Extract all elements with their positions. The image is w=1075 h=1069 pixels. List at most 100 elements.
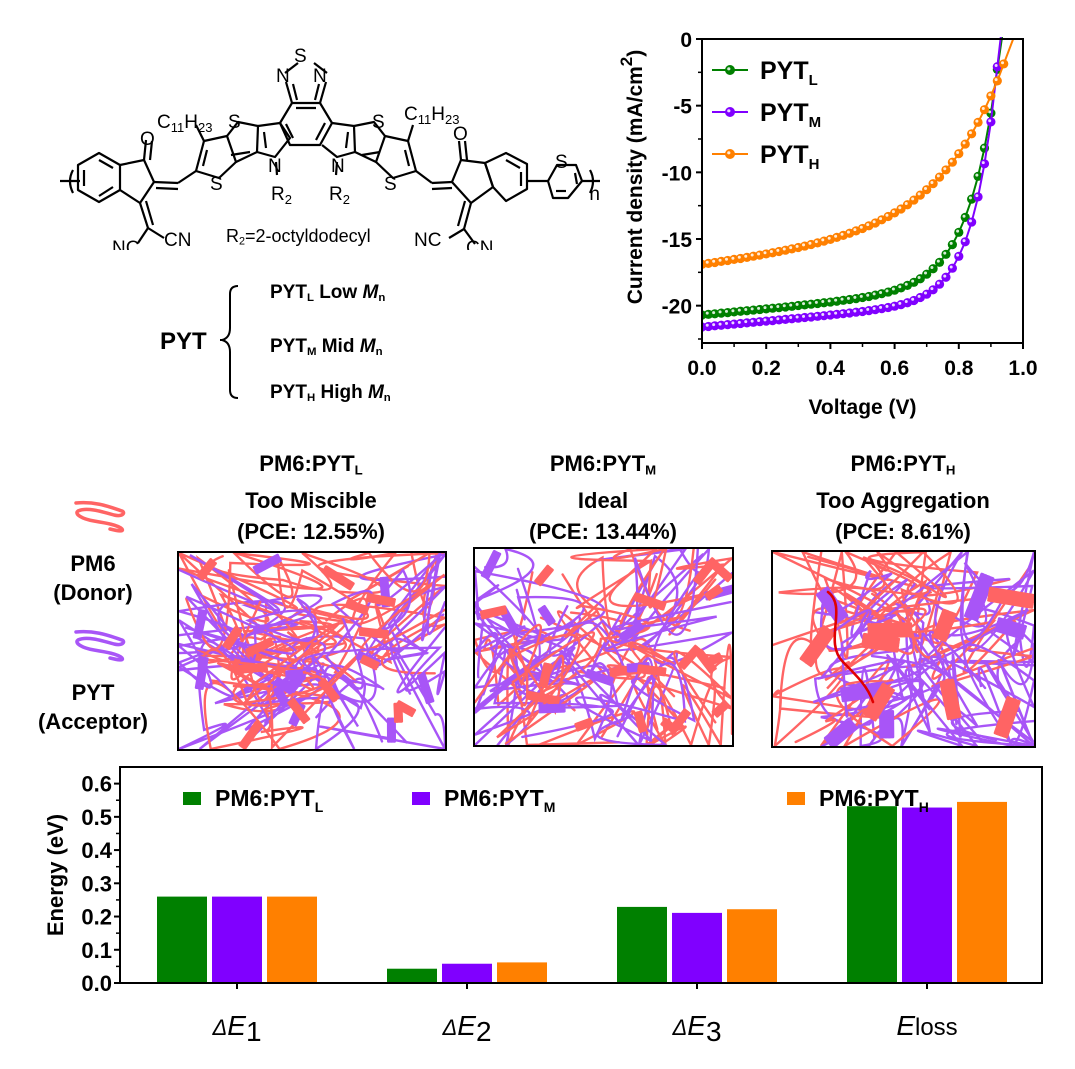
panel-blend: PM6:PYTH [770, 448, 1036, 485]
data-point [986, 117, 996, 127]
data-point-highlight [956, 229, 960, 233]
blend-sub: H [945, 462, 956, 478]
pm6-domain [863, 682, 895, 722]
data-point [915, 274, 925, 284]
pm6-domain [660, 717, 680, 735]
r2-right: R2 [329, 184, 350, 207]
bar-H-2 [727, 909, 777, 983]
legend-swatch [412, 792, 430, 805]
legend-marker-highlight [727, 151, 731, 155]
data-point-highlight [846, 230, 850, 234]
data-point [947, 240, 957, 250]
pyt-domain [994, 617, 1027, 640]
data-point-highlight [846, 296, 850, 300]
data-point-highlight [718, 310, 722, 314]
legend-role: (Donor) [53, 580, 133, 605]
data-point-highlight [757, 318, 761, 322]
y-axis-label-sup: 2 [617, 57, 636, 66]
pyt-domain [252, 553, 282, 575]
pyt-chain [548, 547, 699, 657]
pyt-domain [417, 672, 435, 705]
pyt-chain [840, 614, 946, 718]
panel-desc: Ideal [577, 488, 629, 514]
pm6-legend-icon [74, 500, 126, 533]
pm6-domain [538, 662, 553, 689]
pyt-domain [537, 605, 556, 626]
data-point-highlight [898, 301, 902, 305]
data-point-highlight [924, 186, 927, 190]
data-point-highlight [943, 251, 947, 255]
pm6-chain [472, 571, 558, 708]
pyt-chain [177, 583, 298, 670]
pyt-domain [480, 549, 502, 580]
pm6-domain [939, 678, 962, 721]
data-point-highlight [956, 253, 960, 257]
data-point-highlight [872, 306, 876, 310]
data-point-highlight [898, 206, 902, 210]
pm6-domain [394, 700, 417, 717]
series-L [702, 37, 1004, 320]
y-tick-label: 0.1 [81, 938, 112, 963]
data-point-highlight [737, 320, 741, 324]
data-point-highlight [705, 260, 709, 264]
panel-desc: Too Miscible [245, 488, 377, 514]
data-point-highlight [859, 308, 863, 312]
data-point-highlight [776, 304, 780, 308]
data-point-highlight [757, 252, 761, 256]
data-point-highlight [712, 323, 716, 327]
category-main: E [227, 1010, 246, 1041]
pm6-chain [606, 616, 733, 710]
legend-name: PYT [71, 680, 115, 705]
pyt-domain [379, 576, 391, 608]
morphology-panel-mid [471, 545, 737, 750]
y-tick-label: -5 [673, 96, 692, 119]
data-point-highlight [930, 287, 934, 291]
data-point-highlight [891, 303, 895, 307]
data-point [960, 212, 970, 222]
pyt-chain [476, 610, 582, 691]
pm6-chain [185, 551, 369, 650]
data-point [947, 157, 957, 167]
r2-sub: 2 [239, 235, 246, 248]
jv-chart: 0.0 0.2 0.4 0.6 0.8 1.0 0 -5 -10 -15 -20 Voltage (V… [617, 29, 1038, 419]
category-prefix: Δ [671, 1015, 687, 1040]
pyt-chain [217, 597, 327, 684]
variant-sub: L [306, 291, 314, 304]
y-tick-label: 0.5 [81, 805, 112, 830]
series-H [702, 38, 1015, 269]
data-point [941, 165, 951, 175]
pm6-chain [842, 556, 930, 640]
data-point-highlight [898, 285, 902, 289]
y-tick-label: 0.6 [81, 772, 112, 797]
data-point [902, 200, 913, 210]
morphology-panel-high [771, 549, 1039, 750]
blend-name: PM6:PYT [850, 451, 946, 476]
pm6-domain [287, 697, 311, 725]
series-M [702, 37, 1002, 332]
data-point-highlight [975, 194, 979, 198]
pyt-domain [285, 669, 304, 680]
data-point-highlight [981, 106, 985, 110]
pm6-chain [627, 641, 733, 724]
legend-sub: M [809, 114, 822, 131]
data-point [973, 192, 983, 202]
pyt-domain [194, 656, 209, 690]
data-point-highlight [994, 64, 998, 68]
legend-label: PYTM [760, 99, 821, 131]
series-line [702, 37, 1004, 316]
data-point [915, 190, 925, 200]
data-point-highlight [917, 276, 921, 280]
pyt-domain [386, 717, 396, 743]
data-point-highlight [776, 317, 780, 321]
data-point [954, 227, 964, 237]
structure-bonds [60, 62, 600, 245]
morphology-drawing [471, 545, 737, 750]
variant-sub: H [306, 391, 316, 404]
data-point-highlight [821, 300, 825, 304]
data-point-highlight [879, 290, 883, 294]
y-tick-label: 0.0 [81, 971, 112, 996]
bar-H-1 [497, 962, 547, 983]
pm6-domain [525, 690, 561, 706]
data-point-highlight [885, 304, 889, 308]
r2-prefix: R [226, 226, 239, 246]
